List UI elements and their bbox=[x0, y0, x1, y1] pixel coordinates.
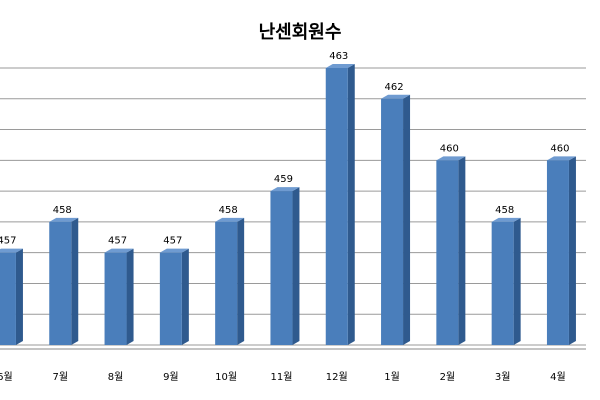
x-tick-label: 12월 bbox=[326, 371, 348, 383]
bar-side bbox=[347, 64, 355, 345]
bar-top bbox=[159, 248, 189, 253]
x-tick-label: 4월 bbox=[550, 371, 566, 383]
bar-side bbox=[513, 217, 521, 345]
bar-side bbox=[71, 217, 79, 345]
value-label: 457 bbox=[163, 236, 182, 247]
bar-side bbox=[458, 156, 466, 345]
bar-top bbox=[104, 248, 134, 253]
bar-side bbox=[181, 248, 189, 345]
x-tick-label: 6월 bbox=[0, 371, 13, 383]
bar bbox=[49, 221, 72, 345]
x-tick-label: 2월 bbox=[440, 371, 456, 383]
bar bbox=[159, 252, 182, 345]
bar-top bbox=[436, 156, 466, 161]
bar-top bbox=[546, 156, 576, 161]
bar-top bbox=[49, 217, 79, 222]
bar-top bbox=[381, 94, 411, 99]
value-label: 460 bbox=[550, 143, 569, 154]
bar bbox=[325, 68, 348, 345]
bar-side bbox=[292, 187, 300, 345]
value-label: 457 bbox=[0, 236, 16, 247]
bar bbox=[270, 191, 293, 345]
bar bbox=[436, 160, 459, 345]
bar-top bbox=[491, 217, 521, 222]
bar-side bbox=[568, 156, 576, 345]
bar-side bbox=[237, 217, 245, 345]
bar bbox=[546, 160, 569, 345]
bar-side bbox=[126, 248, 134, 345]
bar-top bbox=[215, 217, 245, 222]
bar bbox=[491, 221, 514, 345]
value-label: 460 bbox=[440, 143, 459, 154]
value-label: 458 bbox=[219, 205, 238, 216]
bar-top bbox=[270, 187, 300, 192]
chart-title: 난센회원수 bbox=[259, 22, 342, 43]
x-tick-label: 3월 bbox=[495, 371, 511, 383]
bar-side bbox=[403, 94, 411, 346]
x-tick-label: 11월 bbox=[270, 371, 292, 383]
value-label: 462 bbox=[385, 82, 404, 93]
value-label: 459 bbox=[274, 174, 293, 185]
bar-top bbox=[325, 64, 355, 68]
bar bbox=[0, 252, 16, 345]
bar bbox=[215, 221, 238, 345]
value-label: 458 bbox=[495, 205, 514, 216]
x-tick-label: 9월 bbox=[163, 371, 179, 383]
x-tick-label: 8월 bbox=[108, 371, 124, 383]
value-label: 458 bbox=[53, 205, 72, 216]
value-label: 463 bbox=[329, 51, 348, 62]
bar-side bbox=[15, 248, 23, 345]
bar bbox=[381, 98, 404, 346]
value-label: 457 bbox=[108, 236, 127, 247]
x-tick-label: 1월 bbox=[384, 371, 400, 383]
x-tick-label: 10월 bbox=[215, 371, 237, 383]
bar-top bbox=[0, 248, 23, 253]
bar bbox=[104, 252, 127, 345]
x-tick-label: 7월 bbox=[52, 371, 68, 383]
